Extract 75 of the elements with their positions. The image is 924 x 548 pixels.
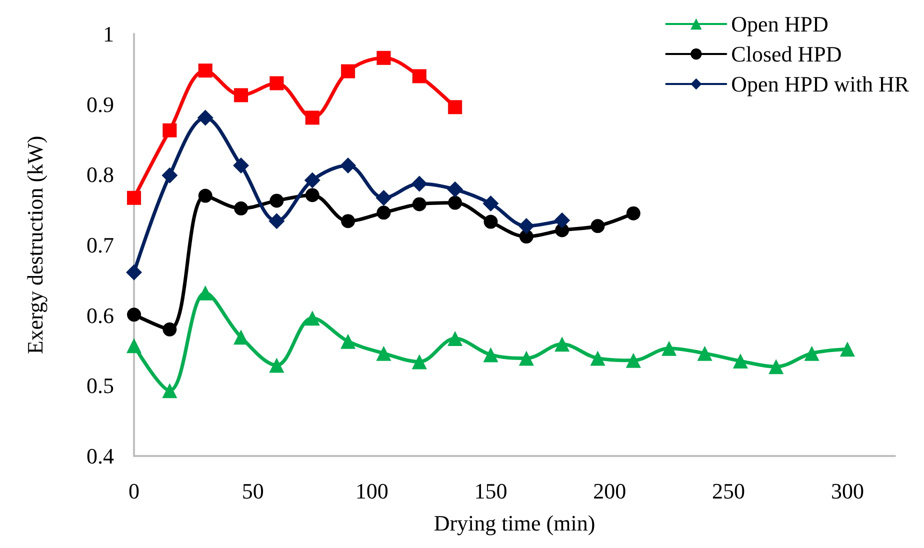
point [662, 340, 677, 356]
point [626, 206, 640, 220]
point [127, 190, 141, 205]
point [590, 350, 606, 366]
point [126, 264, 142, 280]
x-tick-label: 0 [128, 478, 140, 504]
point [412, 197, 426, 212]
point [376, 50, 391, 65]
point [304, 310, 320, 326]
point [412, 354, 427, 370]
x-tick-label: 250 [712, 478, 746, 504]
point [448, 331, 463, 346]
point [376, 346, 392, 361]
point [162, 383, 178, 398]
point [804, 346, 820, 361]
y-axis-title: Exergy destruction (kW) [22, 136, 48, 354]
x-tick-label: 200 [593, 478, 626, 504]
legend-label: Closed HPD [731, 42, 842, 66]
point [233, 158, 250, 174]
point [304, 172, 320, 188]
point [268, 213, 285, 230]
point [198, 188, 212, 203]
point [768, 359, 784, 374]
point [270, 76, 284, 90]
point [554, 212, 570, 228]
y-tick-label: 0.7 [86, 232, 114, 258]
point [484, 214, 498, 229]
point [448, 100, 462, 114]
point [341, 64, 356, 78]
point [697, 346, 712, 361]
y-tick-label: 0.8 [86, 162, 114, 188]
point [412, 69, 426, 84]
x-axis-title: Drying time (min) [434, 510, 596, 536]
point [126, 338, 142, 354]
point [840, 342, 855, 357]
legend-label: Open HPD [731, 12, 828, 36]
point [162, 123, 177, 138]
point [554, 336, 570, 352]
point [483, 347, 498, 362]
point [376, 206, 391, 220]
point [518, 350, 534, 366]
point [626, 352, 641, 368]
point [376, 190, 392, 206]
point [341, 214, 356, 228]
point [411, 176, 428, 192]
y-tick-label: 0.4 [86, 444, 114, 468]
point [590, 219, 605, 234]
point [197, 110, 214, 126]
x-tick-label: 50 [242, 478, 264, 504]
point [162, 322, 177, 336]
point [305, 110, 320, 125]
point [518, 218, 534, 234]
point [234, 330, 249, 345]
point [482, 196, 499, 212]
legend-label: Open HPD with HR [731, 72, 910, 96]
y-tick-label: 0.6 [86, 302, 114, 328]
point [270, 194, 284, 208]
y-tick-label: 0.5 [86, 373, 114, 398]
point [732, 354, 748, 369]
y-tick-label: 0.9 [86, 92, 114, 117]
point [340, 158, 356, 174]
point [340, 334, 356, 349]
point [162, 167, 178, 184]
point [305, 188, 320, 202]
point [447, 181, 464, 198]
x-tick-label: 100 [355, 478, 388, 504]
point [234, 201, 248, 216]
x-tick-label: 300 [830, 478, 864, 504]
point [127, 308, 141, 322]
point [198, 64, 212, 78]
x-tick-label: 150 [474, 478, 508, 504]
point [234, 88, 248, 102]
point [269, 358, 284, 373]
point [448, 196, 462, 210]
y-tick-label: 1 [103, 22, 114, 46]
